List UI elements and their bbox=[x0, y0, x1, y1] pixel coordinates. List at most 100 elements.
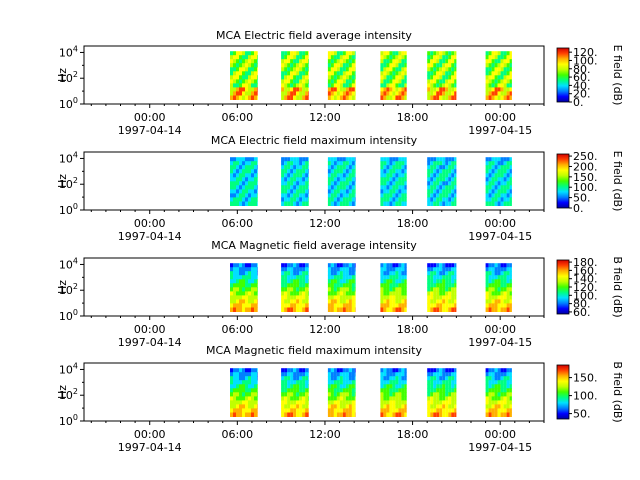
spectrogram-cell bbox=[500, 291, 504, 296]
spectrogram-cell bbox=[339, 384, 343, 389]
spectrogram-cell bbox=[339, 173, 343, 178]
spectrogram-cell bbox=[506, 384, 510, 389]
spectrogram-cell bbox=[354, 87, 356, 92]
spectrogram-cell bbox=[248, 91, 251, 96]
spectrogram-cell bbox=[509, 75, 512, 80]
spectrogram-cell bbox=[401, 291, 405, 296]
spectrogram-cell bbox=[339, 283, 343, 288]
spectrogram-cell bbox=[398, 392, 402, 397]
spectrogram-cell bbox=[445, 71, 449, 76]
spectrogram-cell bbox=[433, 95, 437, 100]
spectrogram-cell bbox=[251, 400, 254, 405]
spectrogram-cell bbox=[230, 91, 233, 96]
spectrogram-cell bbox=[330, 295, 334, 300]
spectrogram-cell bbox=[430, 75, 434, 80]
spectrogram-cell bbox=[439, 412, 443, 417]
spectrogram-cell bbox=[448, 388, 452, 393]
spectrogram-cell bbox=[351, 91, 355, 96]
spectrogram-cell bbox=[404, 63, 407, 68]
spectrogram-cell bbox=[488, 87, 492, 92]
spectrogram-cell bbox=[500, 388, 504, 393]
spectrogram-cell bbox=[330, 263, 334, 268]
spectrogram-cell bbox=[497, 201, 501, 206]
spectrogram-cell bbox=[351, 283, 355, 288]
spectrogram-cell bbox=[305, 83, 309, 88]
spectrogram-cell bbox=[296, 55, 300, 60]
spectrogram-cell bbox=[239, 79, 242, 84]
spectrogram-cell bbox=[348, 181, 352, 186]
spectrogram-cell bbox=[503, 299, 507, 304]
spectrogram-cell bbox=[442, 169, 446, 174]
spectrogram-cell bbox=[239, 75, 242, 80]
spectrogram-cell bbox=[336, 55, 340, 60]
spectrogram-cell bbox=[398, 55, 402, 60]
spectrogram-cell bbox=[293, 197, 297, 202]
spectrogram-cell bbox=[380, 87, 384, 92]
spectrogram-cell bbox=[427, 79, 431, 84]
spectrogram-cell bbox=[503, 267, 507, 272]
spectrogram-cell bbox=[239, 295, 242, 300]
spectrogram-cell bbox=[433, 400, 437, 405]
spectrogram-cell bbox=[293, 71, 297, 76]
spectrogram-cell bbox=[281, 181, 285, 186]
spectrogram-cell bbox=[392, 392, 396, 397]
spectrogram-cell bbox=[345, 95, 349, 100]
spectrogram-cell bbox=[293, 79, 297, 84]
spectrogram-cell bbox=[345, 197, 349, 202]
spectrogram-cell bbox=[348, 79, 352, 84]
spectrogram-cell bbox=[506, 267, 510, 272]
spectrogram-cell bbox=[254, 161, 257, 166]
spectrogram-cell bbox=[339, 181, 343, 186]
spectrogram-cell bbox=[348, 376, 352, 381]
spectrogram-cell bbox=[281, 71, 285, 76]
spectrogram-cell bbox=[345, 165, 349, 170]
spectrogram-cell bbox=[430, 177, 434, 182]
spectrogram-cell bbox=[386, 287, 390, 292]
spectrogram-cell bbox=[330, 177, 334, 182]
spectrogram-cell bbox=[442, 372, 446, 377]
spectrogram-cell bbox=[430, 400, 434, 405]
spectrogram-cell bbox=[308, 165, 309, 170]
spectrogram-cell bbox=[299, 87, 303, 92]
spectrogram-cell bbox=[351, 408, 355, 413]
spectrogram-cell bbox=[436, 283, 440, 288]
spectrogram-cell bbox=[251, 75, 254, 80]
spectrogram-cell bbox=[333, 55, 337, 60]
spectrogram-cell bbox=[302, 181, 306, 186]
spectrogram-cell bbox=[308, 169, 309, 174]
spectrogram-cell bbox=[430, 404, 434, 409]
colorbar-tick-label: 60. bbox=[573, 71, 591, 84]
spectrogram-cell bbox=[284, 412, 288, 417]
spectrogram-cell bbox=[342, 404, 346, 409]
spectrogram-cell bbox=[500, 267, 504, 272]
spectrogram-cell bbox=[386, 380, 390, 385]
spectrogram-cell bbox=[398, 267, 402, 272]
spectrogram-cell bbox=[236, 59, 239, 64]
spectrogram-cell bbox=[245, 201, 248, 206]
spectrogram-cell bbox=[494, 87, 498, 92]
spectrogram-cell bbox=[395, 161, 399, 166]
spectrogram-cell bbox=[233, 384, 236, 389]
spectrogram-cell bbox=[503, 291, 507, 296]
spectrogram-cell bbox=[287, 75, 291, 80]
spectrogram-cell bbox=[296, 412, 300, 417]
spectrogram-cell bbox=[401, 201, 405, 206]
spectrogram-cell bbox=[389, 303, 393, 308]
spectrogram-cell bbox=[348, 197, 352, 202]
spectrogram-cell bbox=[281, 165, 285, 170]
spectrogram-cell bbox=[454, 169, 457, 174]
spectrogram-cell bbox=[351, 177, 355, 182]
spectrogram-cell bbox=[509, 189, 512, 194]
spectrogram-cell bbox=[296, 380, 300, 385]
spectrogram-cell bbox=[395, 67, 399, 72]
spectrogram-cell bbox=[327, 75, 331, 80]
spectrogram-cell bbox=[354, 157, 356, 162]
spectrogram-cell bbox=[404, 165, 407, 170]
spectrogram-cell bbox=[503, 372, 507, 377]
spectrogram-cell bbox=[281, 169, 285, 174]
spectrogram-cell bbox=[330, 408, 334, 413]
spectrogram-cell bbox=[230, 372, 233, 377]
spectrogram-cell bbox=[336, 71, 340, 76]
spectrogram-cell bbox=[348, 67, 352, 72]
spectrogram-cell bbox=[284, 185, 288, 190]
